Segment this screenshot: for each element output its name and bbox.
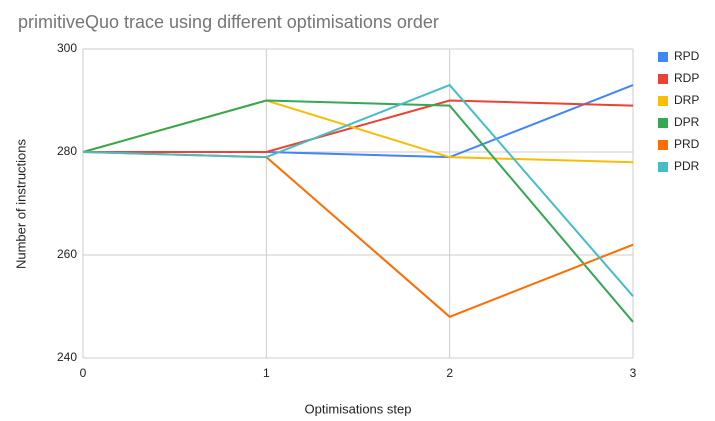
legend-label: RPD bbox=[674, 49, 700, 63]
y-axis-title: Number of instructions bbox=[13, 138, 28, 269]
y-tick-label: 260 bbox=[57, 247, 77, 261]
legend-label: DRP bbox=[674, 93, 699, 107]
line-series bbox=[82, 83, 634, 297]
line-series bbox=[82, 99, 634, 164]
legend-swatch bbox=[658, 96, 668, 106]
legend-label: PDR bbox=[674, 159, 700, 173]
line-series bbox=[83, 99, 634, 153]
y-tick-label: 300 bbox=[57, 41, 77, 55]
legend-swatch bbox=[658, 52, 668, 62]
legend-swatch bbox=[658, 74, 668, 84]
y-tick-label: 280 bbox=[57, 144, 77, 158]
legend-swatch bbox=[658, 118, 668, 128]
x-tick-label: 2 bbox=[446, 366, 453, 380]
x-tick-label: 3 bbox=[630, 366, 637, 380]
legend-label: PRD bbox=[674, 137, 700, 151]
legend-label: RDP bbox=[674, 71, 699, 85]
y-tick-label: 240 bbox=[57, 350, 77, 364]
chart-title: primitiveQuo trace using different optim… bbox=[18, 12, 439, 32]
x-axis-title: Optimisations step bbox=[305, 401, 412, 416]
x-tick-label: 1 bbox=[263, 366, 270, 380]
legend-swatch bbox=[658, 162, 668, 172]
x-tick-label: 0 bbox=[80, 366, 87, 380]
legend-swatch bbox=[658, 140, 668, 150]
legend-label: DPR bbox=[674, 115, 700, 129]
line-series bbox=[82, 151, 634, 318]
line-series bbox=[82, 99, 634, 323]
